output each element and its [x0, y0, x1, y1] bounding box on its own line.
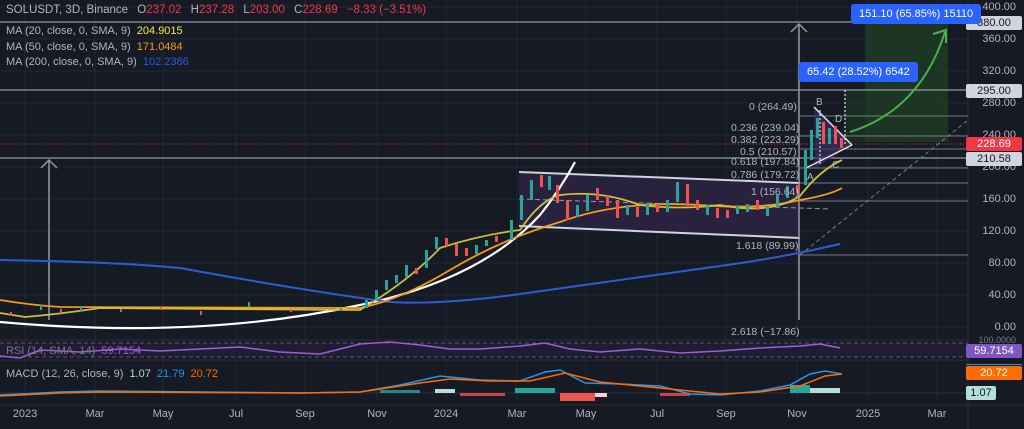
target-zone	[865, 22, 948, 142]
pattern-point-d: D	[835, 114, 843, 125]
signal-line	[0, 372, 843, 397]
high-value: 237.28	[198, 4, 235, 16]
time-tick: Nov	[787, 408, 807, 420]
price-tick: 80.00	[988, 257, 1016, 269]
current-price-tag[interactable]: 228.69	[966, 137, 1022, 151]
time-tick: May	[575, 408, 597, 420]
macd-hist-value: 1.07	[129, 368, 151, 380]
fib-label-2618: 2.618 (−17.86)	[731, 326, 800, 338]
pattern-point-a: A	[807, 172, 814, 183]
price-tick: 400.00	[982, 1, 1016, 13]
rsi-legend[interactable]: RSI (14, SMA, 14) 59.7154	[6, 345, 142, 357]
time-tick: May	[152, 408, 174, 420]
time-tick: Sep	[716, 408, 736, 420]
ma50-legend[interactable]: MA (50, close, 0, SMA, 9) 171.0484	[6, 41, 183, 53]
close-value: 228.69	[302, 4, 338, 16]
time-tick: Mar	[85, 408, 105, 420]
price-tick: 320.00	[982, 65, 1016, 77]
channel-fill	[519, 173, 800, 238]
ma20-value: 204.9015	[136, 25, 183, 37]
time-tick: Nov	[367, 408, 387, 420]
hist-value-tag: 1.07	[966, 386, 996, 400]
rsi-line	[0, 341, 841, 359]
fib-label-1618: 1.618 (89.99)	[736, 240, 799, 252]
level-tag-210[interactable]: 210.58	[966, 152, 1022, 166]
low-value: 203.00	[249, 4, 285, 16]
price-tick: 120.00	[982, 225, 1016, 237]
macd-tag-marker	[966, 364, 1022, 365]
parabolic-curve	[0, 161, 576, 330]
fib-label-1: 1 (156.64)	[751, 186, 799, 198]
ma20-legend[interactable]: MA (20, close, 0, SMA, 9) 204.9015	[6, 25, 183, 37]
fib-label-05: 0.5 (210.57)	[740, 146, 797, 158]
symbol-title: SOLUSDT, 3D, Binance	[6, 4, 129, 16]
symbol-legend[interactable]: SOLUSDT, 3D, Binance O237.02 H237.28 L20…	[6, 4, 427, 16]
ma200-legend[interactable]: MA (200, close, 0, SMA, 9) 102.2386	[6, 56, 189, 68]
price-tick: 40.00	[988, 289, 1016, 301]
fib-label-0618: 0.618 (197.84)	[731, 156, 800, 168]
time-tick: Sep	[295, 408, 315, 420]
fib-label-0786: 0.786 (179.72)	[731, 169, 800, 181]
candles	[10, 118, 843, 316]
macd-value: 21.79	[156, 368, 185, 380]
signal-value: 20.72	[190, 368, 219, 380]
projection-arrow	[849, 31, 946, 133]
signal-value-tag: 20.72	[966, 366, 1022, 380]
time-tick: 2023	[12, 408, 38, 420]
price-tick: 360.00	[982, 33, 1016, 45]
time-tick: 2025	[855, 408, 881, 420]
price-tick: 0.00	[994, 321, 1016, 333]
rsi-upper-tick: 100.0000	[978, 335, 1016, 345]
fib-label-0: 0 (264.49)	[749, 101, 797, 113]
price-tick: 280.00	[982, 97, 1016, 109]
time-tick: Mar	[507, 408, 527, 420]
macd-legend[interactable]: MACD (12, 26, close, 9) 1.07 21.79 20.72	[6, 368, 219, 380]
price-tick: 160.00	[982, 193, 1016, 205]
fib-label-0236: 0.236 (239.04)	[731, 122, 800, 134]
level-tag-295[interactable]: 295.00	[966, 84, 1022, 98]
ma200-value: 102.2386	[142, 56, 189, 68]
pattern-point-b: B	[816, 97, 823, 108]
rsi-value: 59.7154	[101, 345, 142, 357]
ma200-line	[0, 243, 841, 304]
time-tick: Mar	[927, 408, 947, 420]
change-value: −8.33 (−3.51%)	[346, 4, 427, 16]
macd-histogram	[380, 385, 840, 401]
time-tick: Jul	[649, 408, 665, 420]
time-tick: 2024	[433, 408, 459, 420]
time-tick: Jul	[228, 408, 244, 420]
measure-label-large[interactable]: 151.10 (65.85%) 15110	[851, 4, 982, 24]
fib-label-0382: 0.382 (223.29)	[731, 134, 800, 146]
ma50-line	[0, 187, 843, 309]
ma50-value: 171.0484	[136, 41, 183, 53]
measure-label-small[interactable]: 65.42 (28.52%) 6542	[799, 62, 918, 82]
pattern-point-c: C	[832, 160, 840, 171]
open-value: 237.02	[146, 4, 182, 16]
rsi-value-tag: 59.7154	[966, 344, 1022, 358]
